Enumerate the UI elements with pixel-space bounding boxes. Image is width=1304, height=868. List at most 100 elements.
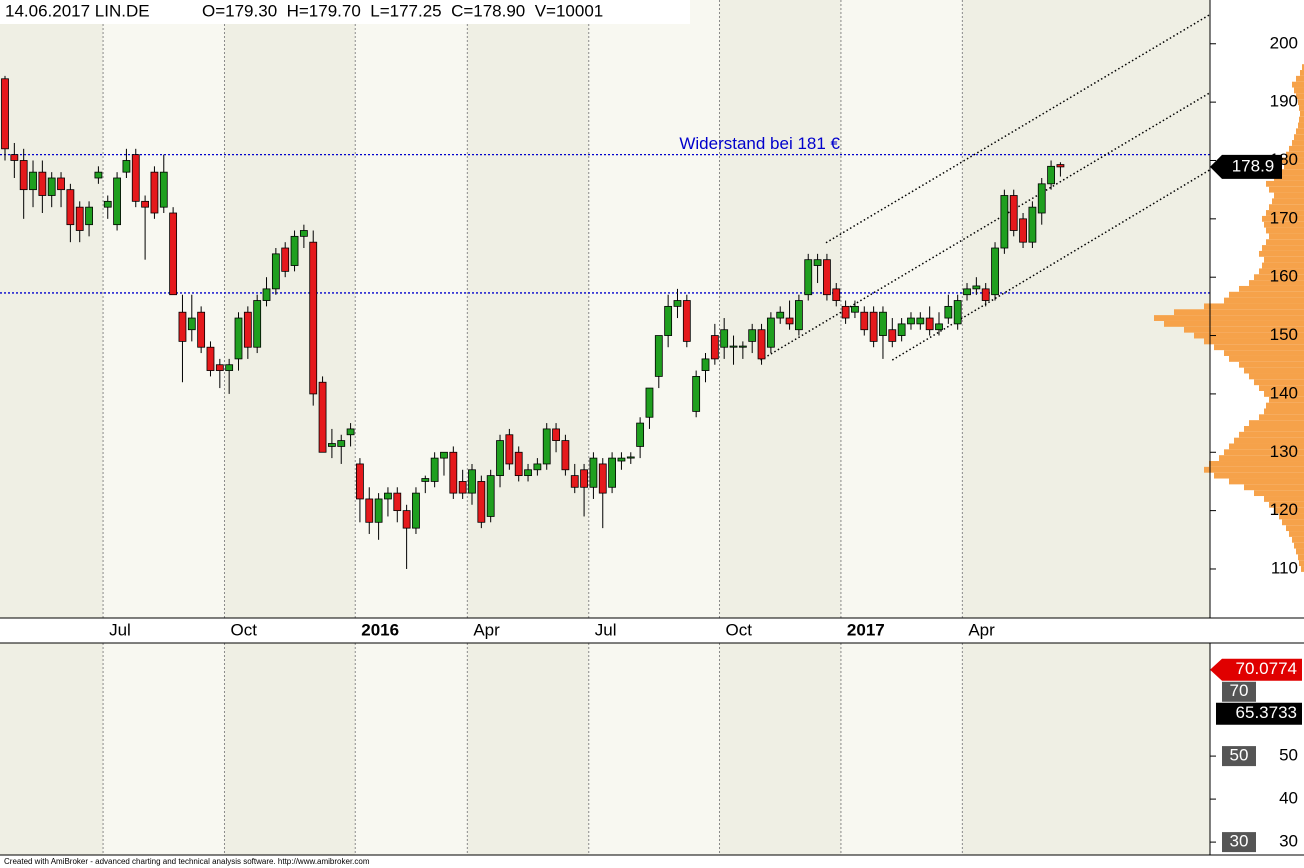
candle-body — [533, 463, 542, 471]
volume-profile-bar — [1244, 484, 1304, 491]
candle-body — [150, 171, 159, 214]
volume-profile-bar — [1204, 338, 1304, 345]
volume-profile-bar — [1289, 145, 1304, 152]
candle-body — [225, 364, 234, 371]
level-label: 70 — [1230, 681, 1249, 700]
volume-profile-bar — [1264, 221, 1304, 228]
candle-body — [365, 498, 374, 523]
volume-profile-bar — [1264, 256, 1304, 263]
candle-body — [85, 206, 93, 226]
candle-body — [262, 288, 271, 301]
band — [0, 643, 104, 855]
volume-profile-bar — [1204, 303, 1304, 310]
volume-profile-bar — [1299, 116, 1304, 123]
candle-body — [832, 288, 841, 301]
candle-body — [299, 230, 308, 237]
candle-body — [757, 329, 766, 360]
candle-body — [10, 154, 19, 161]
volume-profile-bar — [1262, 215, 1304, 222]
candle-body — [346, 428, 355, 436]
candle-body — [645, 387, 654, 418]
volume-profile-bar — [1266, 239, 1304, 246]
candle-body — [384, 492, 392, 500]
candle-body — [682, 300, 691, 342]
volume-profile-bar — [1299, 560, 1304, 567]
candle-body — [327, 443, 336, 447]
header-background — [0, 0, 690, 24]
candle-body — [692, 376, 701, 412]
candle-body — [486, 475, 495, 517]
annotation: Widerstand bei 181 € — [679, 134, 840, 153]
y-tick-label: 200 — [1270, 33, 1298, 52]
level-box — [1222, 681, 1256, 702]
candle-body — [869, 311, 878, 342]
candle-body — [944, 305, 953, 319]
band — [224, 0, 356, 618]
candle-body — [542, 428, 551, 465]
candle-body — [430, 457, 439, 482]
volume-profile-bar — [1244, 426, 1304, 432]
candle-body — [841, 305, 850, 319]
candle-body — [935, 323, 943, 331]
candle-body — [1037, 183, 1046, 214]
candle-body — [1, 78, 9, 150]
candle-body — [710, 335, 719, 360]
volume-profile-bar — [1249, 280, 1304, 286]
candle-body — [271, 253, 280, 290]
y-tick-label: 170 — [1270, 208, 1298, 227]
volume-profile-bar — [1259, 414, 1304, 421]
volume-profile-bar — [1229, 478, 1304, 485]
volume-profile-bar — [1298, 554, 1304, 561]
volume-profile-bar — [1266, 227, 1304, 234]
band — [355, 0, 468, 618]
x-tick-label: Apr — [968, 620, 995, 639]
volume-profile-bar — [1298, 122, 1304, 129]
candle-body — [29, 171, 37, 191]
volume-profile-bar — [1244, 367, 1304, 374]
candle-body — [785, 317, 794, 325]
band — [224, 643, 356, 855]
candle-body — [813, 259, 822, 266]
candle-body — [215, 364, 224, 371]
candle-body — [356, 463, 364, 500]
candle-body — [748, 329, 757, 342]
candle-body — [925, 317, 934, 331]
candle-body — [1009, 195, 1018, 231]
level-label: 50 — [1230, 746, 1249, 765]
band — [840, 0, 963, 618]
candle-body — [804, 259, 813, 296]
candle-body — [738, 345, 747, 348]
x-tick-label: 2017 — [847, 620, 885, 639]
candle-body — [113, 177, 121, 226]
candle-body — [888, 329, 897, 342]
candle-body — [907, 317, 915, 325]
volume-profile-bar — [1219, 455, 1304, 462]
candle-body — [897, 323, 906, 336]
level-label: 30 — [1230, 832, 1249, 851]
candle-body — [608, 457, 616, 488]
volume-profile-bar — [1296, 93, 1304, 100]
volume-profile-bar — [1300, 70, 1304, 76]
volume-profile-bar — [1262, 245, 1304, 251]
candle-body — [617, 457, 626, 462]
band — [588, 643, 720, 855]
candle-body — [309, 241, 318, 395]
volume-profile-bar — [1274, 507, 1304, 514]
band — [0, 0, 104, 618]
y-tick-label: 110 — [1271, 558, 1298, 577]
candle-body — [290, 235, 299, 266]
band — [962, 0, 1210, 618]
candle-body — [1019, 218, 1027, 243]
volume-profile-bar — [1249, 373, 1304, 380]
candle-body — [972, 285, 981, 290]
value-label: 70.0774 — [1236, 659, 1297, 678]
candle-body — [458, 481, 467, 494]
candle-body — [664, 305, 673, 336]
value-label: 65.3733 — [1236, 703, 1297, 722]
volume-profile-bar — [1229, 443, 1304, 450]
candle-body — [552, 428, 560, 441]
volume-profile-bar — [1286, 525, 1304, 532]
candle-body — [514, 451, 523, 477]
